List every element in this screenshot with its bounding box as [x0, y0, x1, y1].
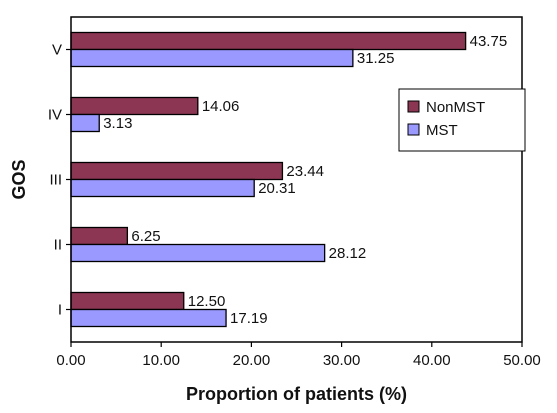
- y-axis-title: GOS: [9, 159, 29, 199]
- legend-label-nonmst: NonMST: [426, 99, 485, 116]
- x-tick-label-2: 20.00: [233, 352, 271, 369]
- bar-nonmst-iii: [70, 161, 284, 181]
- data-label-nonmst-v: 43.75: [470, 33, 508, 50]
- data-label-mst-ii: 28.12: [329, 245, 367, 262]
- data-label-nonmst-i: 12.50: [188, 293, 226, 310]
- legend-swatch-nonmst: [407, 100, 420, 113]
- legend-label-mst: MST: [426, 122, 458, 139]
- y-tick-label-iii: III: [49, 172, 62, 189]
- x-tick-label-5: 50.00: [503, 352, 541, 369]
- data-label-mst-v: 31.25: [357, 50, 395, 67]
- x-tick-label-1: 10.00: [142, 352, 180, 369]
- data-label-nonmst-ii: 6.25: [131, 228, 160, 245]
- y-tick-label-v: V: [52, 42, 62, 59]
- bar-nonmst-i: [70, 291, 185, 311]
- bar-mst-v: [70, 48, 354, 68]
- data-label-mst-iv: 3.13: [103, 115, 132, 132]
- x-tick-label-3: 30.00: [323, 352, 361, 369]
- bar-mst-i: [70, 308, 227, 328]
- y-tick-label-iv: IV: [48, 107, 62, 124]
- x-tick-label-0: 0.00: [56, 352, 85, 369]
- x-axis-title: Proportion of patients (%): [186, 384, 407, 404]
- legend-swatch-mst: [407, 123, 420, 136]
- bar-nonmst-v: [70, 31, 467, 51]
- x-tick-label-4: 40.00: [413, 352, 451, 369]
- bar-mst-iv: [70, 113, 100, 133]
- data-label-mst-iii: 20.31: [258, 180, 296, 197]
- bar-mst-iii: [70, 178, 255, 198]
- bar-mst-ii: [70, 243, 326, 263]
- data-label-mst-i: 17.19: [230, 310, 268, 327]
- data-label-nonmst-iv: 14.06: [202, 98, 240, 115]
- legend-box: [398, 88, 526, 152]
- bar-nonmst-ii: [70, 226, 129, 246]
- bar-nonmst-iv: [70, 96, 199, 116]
- data-label-nonmst-iii: 23.44: [286, 163, 324, 180]
- y-tick-label-ii: II: [54, 237, 62, 254]
- y-tick-label-i: I: [58, 302, 62, 319]
- legend: NonMST MST: [398, 88, 526, 152]
